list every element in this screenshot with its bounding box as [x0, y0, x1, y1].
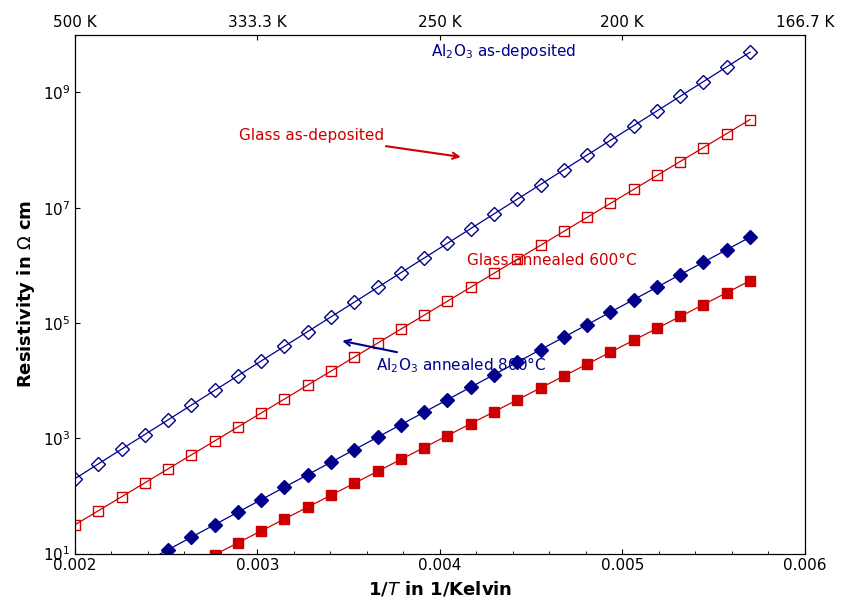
- Y-axis label: Resistivity in $\Omega$ cm: Resistivity in $\Omega$ cm: [15, 200, 37, 389]
- Text: Al$_2$O$_3$ annealed 800°C: Al$_2$O$_3$ annealed 800°C: [345, 340, 547, 375]
- X-axis label: 1/$T$ in 1/Kelvin: 1/$T$ in 1/Kelvin: [368, 579, 512, 598]
- Text: Glass annealed 600°C: Glass annealed 600°C: [467, 253, 637, 268]
- Text: Glass as-deposited: Glass as-deposited: [239, 128, 458, 159]
- Text: Al$_2$O$_3$ as-deposited: Al$_2$O$_3$ as-deposited: [430, 42, 576, 61]
